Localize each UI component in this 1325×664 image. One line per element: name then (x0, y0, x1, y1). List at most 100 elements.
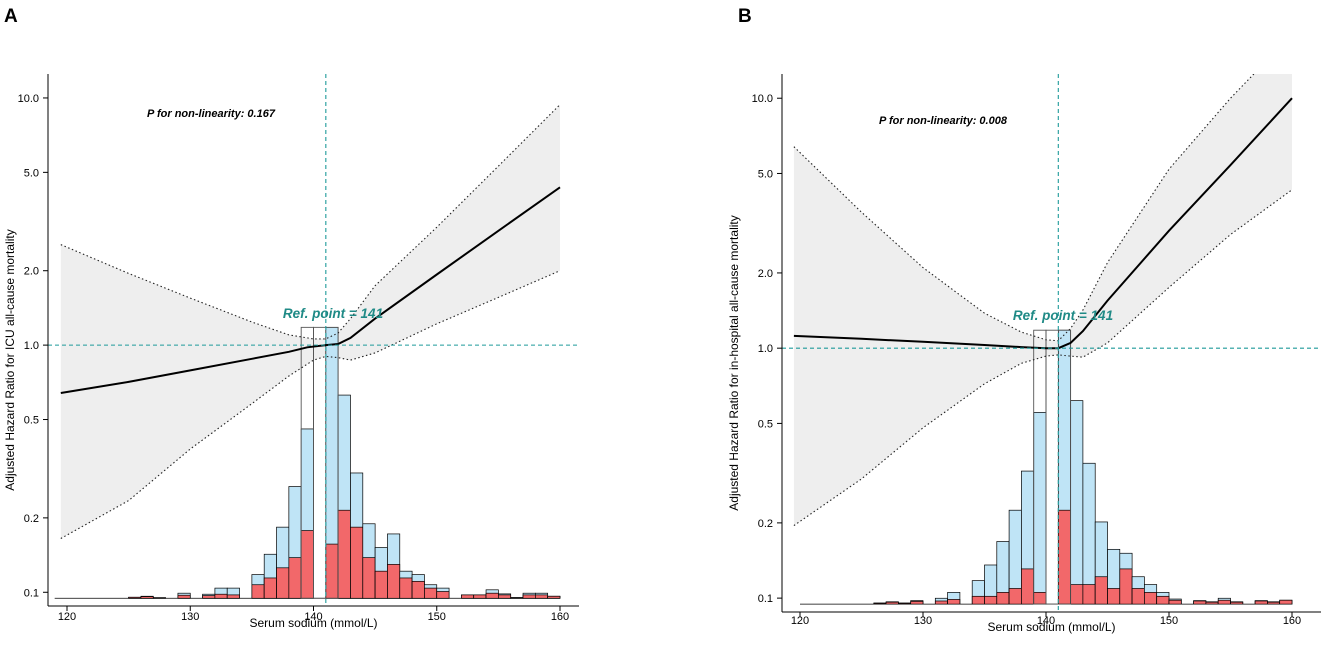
histogram-bar-death (534, 594, 549, 599)
y-tick-label: 1.0 (24, 340, 39, 352)
y-axis-title: Adjusted Hazard Ratio for in-hospital al… (727, 215, 741, 510)
p-nonlinearity-annotation: P for non-linearity: 0.167 (147, 108, 276, 120)
histogram-bar-death (177, 594, 191, 599)
histogram-bar-death (1156, 595, 1170, 605)
histogram-bar-death (1267, 601, 1281, 605)
y-tick-label: 0.2 (24, 513, 39, 525)
panel-label: A (4, 6, 18, 27)
histogram-bar-death (1230, 601, 1244, 605)
histogram-bar-death (1107, 588, 1121, 605)
histogram-bar-total (1033, 412, 1047, 605)
histogram-bar-death (214, 593, 228, 599)
histogram-bar-death (1082, 584, 1096, 605)
x-axis-title: Serum sodium (mmol/L) (987, 620, 1115, 634)
x-tick-label: 150 (1160, 615, 1178, 627)
histogram-bar-death (1070, 584, 1084, 605)
histogram-bar-death (128, 596, 142, 599)
panel-label: B (738, 6, 752, 27)
histogram-bar-death (350, 526, 364, 599)
histogram-bar-death (971, 595, 985, 605)
x-tick-label: 160 (551, 611, 569, 623)
ci-band (60, 104, 561, 539)
histogram-bar-death (1254, 600, 1268, 605)
histogram-bar-death (996, 592, 1010, 605)
y-tick-label: 0.2 (758, 518, 773, 530)
histogram-bar-death (300, 530, 314, 599)
histogram-bar-death (288, 557, 302, 599)
histogram-bar-death (984, 595, 998, 605)
histogram-bar-death (1168, 599, 1182, 605)
x-tick-label: 120 (58, 611, 76, 623)
x-axis-title: Serum sodium (mmol/L) (249, 616, 377, 630)
x-tick-label: 130 (181, 611, 199, 623)
plot-area (782, 74, 1321, 612)
histogram-bar-death (337, 509, 351, 599)
histogram-bar-death (873, 602, 887, 605)
histogram-bar-death (140, 596, 154, 599)
histogram-bar-death (1193, 600, 1207, 605)
histogram-bar-death (1217, 599, 1231, 605)
histogram-bar-death (436, 591, 450, 599)
y-tick-label: 5.0 (758, 168, 773, 180)
histogram-bar-death (898, 602, 912, 605)
histogram-bar-total (1070, 400, 1084, 605)
y-tick-label: 1.0 (758, 343, 773, 355)
histogram-bar-death (934, 600, 948, 605)
panel-b: 0.1 0.2 0.5 1.0 2.0 5.0 10.0 120 130 140 150 160 Ser… (727, 6, 1321, 634)
histogram-bar-death (276, 567, 290, 599)
histogram-bar-death (885, 601, 899, 605)
p-nonlinearity-annotation: P for non-linearity: 0.008 (879, 115, 1008, 127)
histogram-bar-death (263, 577, 277, 599)
x-tick-label: 130 (914, 615, 932, 627)
histogram-bar-death (498, 594, 512, 599)
y-axis-title: Adjusted Hazard Ratio for ICU all-cause … (3, 229, 17, 490)
histogram-bar-death (1279, 599, 1293, 605)
y-tick-label: 0.5 (758, 418, 773, 430)
ci-upper-line (60, 104, 561, 340)
x-tick-label: 140 (304, 611, 322, 623)
y-tick-label: 5.0 (24, 167, 39, 179)
x-tick-label: 120 (791, 615, 809, 627)
x-tick-label: 150 (428, 611, 446, 623)
histogram-bar-death (547, 595, 561, 599)
histogram-bar-death (251, 584, 265, 599)
y-tick-label: 10.0 (752, 93, 773, 105)
histogram-bar-death (1205, 601, 1219, 605)
histogram-bar-death (1094, 576, 1108, 605)
histogram-bar-death (362, 557, 376, 599)
y-tick-label: 0.5 (24, 415, 39, 427)
histogram-bar-death (1144, 592, 1158, 605)
hazard-ratio-curve (60, 186, 561, 394)
histogram-bar-death (485, 592, 499, 599)
ref-point-label: Ref. point = 141 (1013, 308, 1113, 323)
histogram-bar-death (411, 580, 425, 599)
histogram-bar-death (202, 595, 216, 599)
histogram-bar-death (473, 594, 487, 599)
histogram-bar-death (910, 601, 924, 605)
histogram-bar-death (374, 570, 388, 599)
histogram-bar-death (387, 564, 401, 599)
histogram-bar-outline (1045, 329, 1072, 605)
histogram-bar-death (522, 594, 536, 599)
plot-area (48, 74, 579, 606)
x-tick-label: 160 (1283, 615, 1301, 627)
histogram-bar-total (1082, 462, 1096, 605)
histogram (800, 329, 1293, 605)
histogram-bar-death (399, 577, 413, 599)
y-tick-label: 0.1 (24, 587, 39, 599)
panel-a: 0.1 0.2 0.5 1.0 2.0 5.0 10.0 120 130 140 150 160 Ser… (3, 6, 579, 630)
histogram-bar-death (461, 594, 475, 599)
histogram-bar-death (1057, 509, 1071, 605)
histogram-bar-death (510, 597, 524, 599)
histogram-bar-death (1033, 592, 1047, 605)
y-tick-label: 0.1 (758, 593, 773, 605)
histogram (54, 326, 561, 599)
ref-point-label: Ref. point = 141 (283, 306, 383, 321)
histogram-bar-death (226, 594, 240, 599)
histogram-bar-death (1008, 588, 1022, 605)
y-tick-label: 2.0 (24, 266, 39, 278)
ci-band (793, 74, 1292, 526)
x-tick-label: 140 (1037, 615, 1055, 627)
y-tick-label: 2.0 (758, 268, 773, 280)
